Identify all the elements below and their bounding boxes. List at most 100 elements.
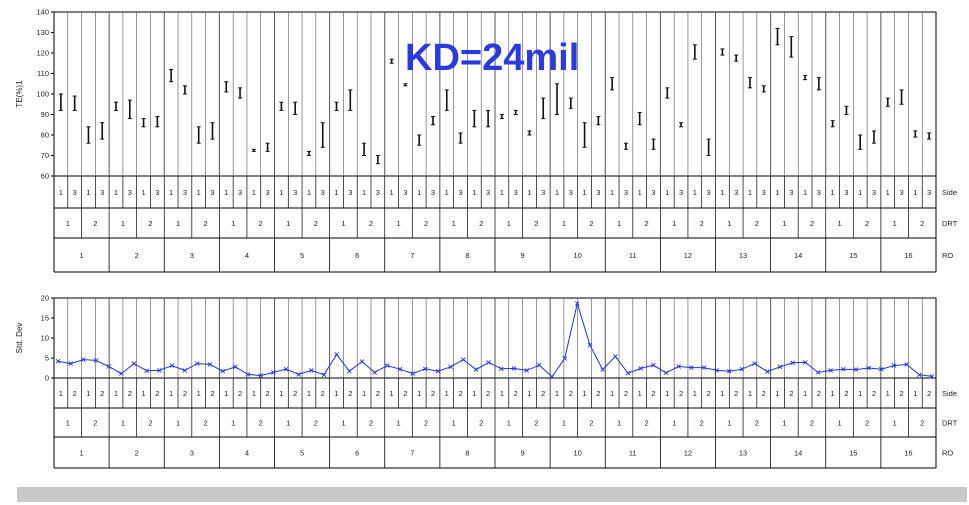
side-cell-label: 1 bbox=[638, 389, 642, 398]
side-cell-label: 3 bbox=[789, 188, 793, 197]
side-cell-label: 3 bbox=[541, 188, 545, 197]
std-dev-point bbox=[410, 371, 415, 376]
y-tick-label: 90 bbox=[41, 110, 49, 119]
side-cell-label: 1 bbox=[279, 389, 283, 398]
drt-cell-label: 1 bbox=[507, 219, 511, 228]
side-cell-label: 1 bbox=[665, 188, 669, 197]
side-cell-label: 1 bbox=[390, 389, 394, 398]
std-dev-point bbox=[841, 366, 846, 372]
drt-cell-label: 2 bbox=[589, 219, 593, 228]
side-cell-label: 1 bbox=[197, 188, 201, 197]
side-cell-label: 1 bbox=[500, 188, 504, 197]
side-cell-label: 2 bbox=[155, 389, 159, 398]
ro-cell-label: 9 bbox=[520, 251, 524, 260]
side-cell-label: 1 bbox=[775, 188, 779, 197]
ro-cell-label: 13 bbox=[739, 251, 747, 260]
drt-cell-label: 1 bbox=[66, 419, 70, 428]
y-tick-label: 100 bbox=[36, 90, 49, 99]
side-cell-label: 3 bbox=[155, 188, 159, 197]
y-tick-label: 70 bbox=[41, 151, 49, 160]
ro-cell-label: 2 bbox=[135, 449, 139, 458]
side-cell-label: 1 bbox=[224, 389, 228, 398]
drt-cell-label: 2 bbox=[259, 219, 263, 228]
drt-cell-label: 2 bbox=[920, 219, 924, 228]
row-label-drt: DRT bbox=[942, 419, 958, 428]
std-dev-point bbox=[347, 368, 352, 374]
std-dev-point bbox=[524, 368, 529, 373]
y-tick-label: 120 bbox=[36, 49, 49, 58]
side-cell-label: 3 bbox=[403, 188, 407, 197]
side-cell-label: 3 bbox=[569, 188, 573, 197]
y-axis-label: TE(%)1 bbox=[15, 80, 24, 108]
side-cell-label: 1 bbox=[334, 188, 338, 197]
ro-cell-label: 12 bbox=[684, 449, 692, 458]
side-cell-label: 1 bbox=[86, 389, 90, 398]
std-dev-point bbox=[739, 366, 745, 372]
ro-cell-label: 1 bbox=[79, 449, 83, 458]
drt-cell-label: 2 bbox=[810, 419, 814, 428]
side-cell-label: 1 bbox=[141, 389, 145, 398]
side-cell-label: 2 bbox=[431, 389, 435, 398]
std-dev-line bbox=[57, 301, 933, 378]
side-cell-label: 1 bbox=[472, 188, 476, 197]
side-cell-label: 1 bbox=[59, 188, 63, 197]
side-cell-label: 1 bbox=[527, 389, 531, 398]
ro-cell-label: 15 bbox=[849, 251, 857, 260]
side-cell-label: 2 bbox=[569, 389, 573, 398]
std-dev-point bbox=[233, 364, 238, 370]
drt-cell-label: 1 bbox=[452, 219, 456, 228]
std-dev-point bbox=[714, 368, 719, 373]
std-dev-point bbox=[207, 362, 213, 367]
drt-cell-label: 2 bbox=[369, 419, 373, 428]
drt-cell-label: 1 bbox=[562, 419, 566, 428]
side-cell-label: 2 bbox=[73, 389, 77, 398]
drt-cell-label: 1 bbox=[727, 219, 731, 228]
std-dev-point bbox=[562, 356, 567, 361]
y-tick-label: 110 bbox=[37, 69, 49, 78]
drt-cell-label: 1 bbox=[121, 219, 125, 228]
side-cell-label: 1 bbox=[638, 188, 642, 197]
side-cell-label: 2 bbox=[293, 389, 297, 398]
ro-cell-label: 10 bbox=[574, 449, 582, 458]
side-cell-label: 3 bbox=[293, 188, 297, 197]
side-cell-label: 1 bbox=[803, 188, 807, 197]
ro-cell-label: 8 bbox=[465, 449, 469, 458]
side-cell-label: 1 bbox=[886, 389, 890, 398]
side-cell-label: 2 bbox=[872, 389, 876, 398]
std-dev-point bbox=[106, 364, 111, 369]
drt-cell-label: 2 bbox=[424, 419, 428, 428]
side-cell-label: 2 bbox=[210, 389, 214, 398]
top-y-axis: 60 70 80 90 100 110 120 130 140 TE(%)1 bbox=[15, 8, 54, 181]
side-cell-label: 2 bbox=[927, 389, 931, 398]
side-cell-label: 1 bbox=[913, 389, 917, 398]
side-cell-label: 1 bbox=[527, 188, 531, 197]
side-cell-label: 3 bbox=[73, 188, 77, 197]
std-dev-point bbox=[182, 368, 187, 373]
side-cell-label: 2 bbox=[128, 389, 132, 398]
std-dev-point bbox=[549, 374, 555, 380]
drt-cell-label: 1 bbox=[286, 419, 290, 428]
drt-cell-label: 2 bbox=[589, 419, 593, 428]
ro-cell-label: 4 bbox=[245, 251, 249, 260]
side-cell-label: 1 bbox=[362, 188, 366, 197]
side-cell-label: 1 bbox=[252, 389, 256, 398]
side-cell-label: 3 bbox=[321, 188, 325, 197]
side-cell-label: 1 bbox=[59, 389, 63, 398]
std-dev-point bbox=[169, 363, 175, 368]
ro-cell-label: 7 bbox=[410, 449, 414, 458]
drt-cell-label: 2 bbox=[645, 419, 649, 428]
std-dev-point bbox=[499, 366, 504, 372]
ro-cell-label: 10 bbox=[574, 251, 582, 260]
std-dev-point bbox=[372, 370, 377, 375]
side-cell-label: 1 bbox=[114, 188, 118, 197]
std-dev-point bbox=[220, 368, 225, 374]
drt-cell-label: 2 bbox=[479, 219, 483, 228]
drt-cell-label: 2 bbox=[755, 419, 759, 428]
drt-cell-label: 2 bbox=[700, 419, 704, 428]
std-dev-point bbox=[853, 367, 859, 372]
y-tick-label: 60 bbox=[41, 172, 49, 181]
std-dev-point bbox=[752, 361, 757, 366]
std-dev-point bbox=[144, 368, 149, 374]
std-dev-point bbox=[461, 357, 466, 362]
